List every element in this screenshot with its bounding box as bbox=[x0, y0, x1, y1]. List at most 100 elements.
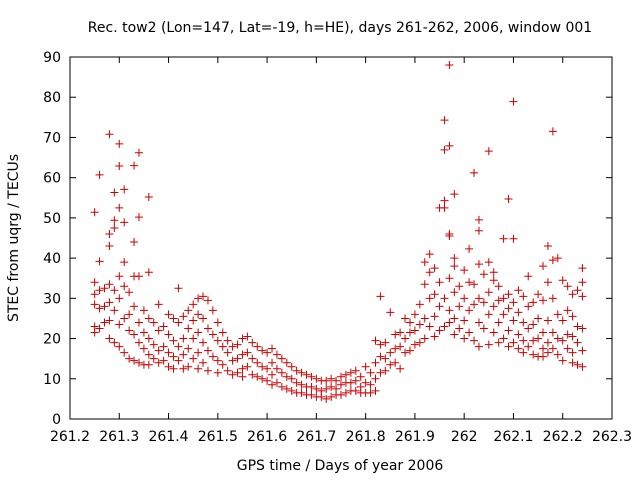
data-point bbox=[578, 292, 587, 301]
data-point bbox=[277, 354, 286, 363]
data-point bbox=[322, 394, 331, 403]
data-point bbox=[401, 348, 410, 357]
data-point bbox=[430, 264, 439, 273]
data-point bbox=[144, 360, 153, 369]
data-point bbox=[361, 378, 370, 387]
data-point bbox=[218, 360, 227, 369]
data-point bbox=[105, 298, 114, 307]
data-point bbox=[371, 386, 380, 395]
data-point bbox=[154, 346, 163, 355]
data-point bbox=[248, 338, 257, 347]
data-point bbox=[499, 294, 508, 303]
data-point bbox=[529, 336, 538, 345]
data-point bbox=[243, 362, 252, 371]
data-point bbox=[435, 302, 444, 311]
data-point bbox=[381, 366, 390, 375]
x-tick-label: 262.3 bbox=[592, 429, 632, 445]
data-point bbox=[199, 338, 208, 347]
data-point bbox=[568, 290, 577, 299]
data-point bbox=[164, 362, 173, 371]
x-tick-label: 261.9 bbox=[395, 429, 435, 445]
x-tick-label: 261.7 bbox=[296, 429, 336, 445]
data-point bbox=[189, 300, 198, 309]
data-point bbox=[460, 316, 469, 325]
data-point bbox=[489, 328, 498, 337]
data-point bbox=[258, 362, 267, 371]
data-point bbox=[332, 376, 341, 385]
data-point bbox=[337, 380, 345, 389]
data-point bbox=[474, 294, 483, 303]
data-point bbox=[578, 278, 587, 287]
data-point bbox=[519, 336, 528, 345]
data-point bbox=[474, 342, 483, 351]
data-point bbox=[514, 344, 523, 353]
data-point bbox=[134, 338, 143, 347]
data-point bbox=[243, 332, 252, 341]
data-point bbox=[184, 324, 193, 333]
data-point bbox=[371, 336, 380, 345]
data-point bbox=[578, 346, 587, 355]
data-point bbox=[125, 354, 134, 363]
data-point bbox=[450, 254, 459, 263]
data-point bbox=[100, 302, 109, 311]
data-point bbox=[184, 362, 193, 371]
data-point bbox=[218, 328, 227, 337]
data-point bbox=[258, 346, 267, 355]
data-point bbox=[529, 350, 538, 359]
data-point bbox=[470, 168, 479, 177]
data-point bbox=[445, 231, 454, 240]
data-point bbox=[253, 358, 262, 367]
data-point bbox=[568, 348, 577, 357]
data-point bbox=[376, 352, 385, 361]
y-tick-label: 80 bbox=[43, 90, 61, 106]
data-point bbox=[474, 318, 483, 327]
data-point bbox=[504, 194, 513, 203]
data-point bbox=[553, 310, 562, 319]
data-point bbox=[134, 213, 143, 222]
data-point bbox=[110, 338, 119, 347]
data-point bbox=[366, 388, 375, 397]
data-point bbox=[292, 366, 301, 375]
y-tick-label: 70 bbox=[43, 130, 61, 146]
data-point bbox=[248, 354, 257, 363]
data-point bbox=[509, 97, 518, 106]
data-point bbox=[573, 286, 582, 295]
data-point bbox=[474, 215, 483, 224]
data-point bbox=[524, 272, 533, 281]
data-point bbox=[450, 314, 459, 323]
data-point bbox=[312, 384, 321, 393]
data-point bbox=[115, 162, 124, 171]
data-point bbox=[100, 284, 109, 293]
data-point bbox=[371, 358, 380, 367]
data-point bbox=[425, 268, 434, 277]
data-point bbox=[194, 294, 203, 303]
data-point bbox=[125, 310, 134, 319]
data-point bbox=[573, 338, 582, 347]
data-point bbox=[514, 286, 523, 295]
data-point bbox=[578, 362, 587, 371]
data-point bbox=[337, 372, 345, 381]
data-point bbox=[169, 352, 178, 361]
data-point bbox=[440, 196, 449, 205]
data-point bbox=[134, 318, 143, 327]
data-point bbox=[228, 370, 237, 379]
data-point bbox=[558, 356, 567, 365]
data-point bbox=[268, 370, 277, 379]
data-point bbox=[208, 352, 217, 361]
data-point bbox=[110, 216, 119, 225]
data-point bbox=[420, 334, 429, 343]
data-point bbox=[435, 326, 444, 335]
data-point bbox=[238, 372, 247, 381]
data-point bbox=[134, 148, 143, 157]
data-point bbox=[440, 203, 449, 212]
data-point bbox=[243, 348, 252, 357]
data-point bbox=[420, 314, 429, 323]
data-point bbox=[341, 388, 350, 397]
data-point bbox=[578, 264, 587, 273]
data-point bbox=[386, 360, 395, 369]
data-point bbox=[179, 364, 188, 373]
data-point bbox=[366, 368, 375, 377]
data-point bbox=[445, 306, 454, 315]
data-point bbox=[105, 316, 114, 325]
data-point bbox=[228, 356, 237, 365]
